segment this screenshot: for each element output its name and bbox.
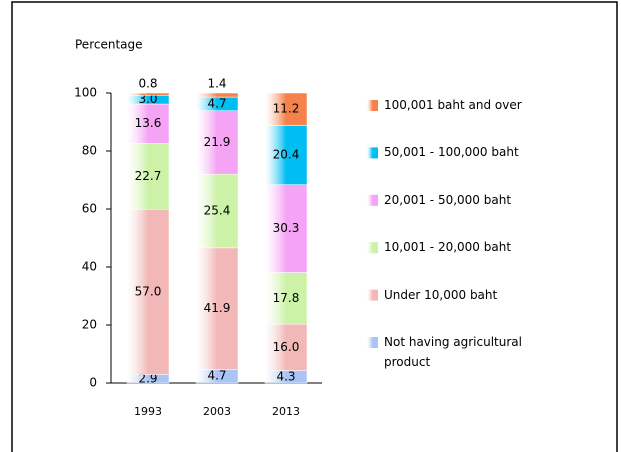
y-tick-label: 40	[82, 260, 97, 274]
legend-swatch	[367, 194, 378, 206]
data-label: 22.7	[135, 169, 162, 183]
legend-label: 10,001 - 20,000 baht	[384, 240, 512, 255]
data-label: 13.6	[135, 116, 162, 130]
data-label: 57.0	[135, 284, 162, 298]
y-tick-label: 20	[82, 318, 97, 332]
bar-segment	[264, 184, 308, 273]
data-label: 3.0	[138, 92, 157, 106]
bar-segment	[264, 125, 308, 185]
bar-segment	[264, 323, 308, 371]
y-tick-label: 0	[89, 376, 97, 390]
data-label: 41.9	[204, 301, 231, 315]
legend-label: 20,001 - 50,000 baht	[384, 192, 512, 207]
data-label: 20.4	[273, 148, 300, 162]
data-label: 11.2	[273, 102, 300, 116]
y-tick-label: 80	[82, 144, 97, 158]
y-tick-label: 60	[82, 202, 97, 216]
bar-segment	[195, 247, 239, 370]
bar-segment	[264, 272, 308, 325]
legend-label: 50,001 - 100,000 baht	[384, 145, 519, 160]
data-label: 4.7	[207, 369, 226, 383]
legend-label: Not having agricultural product	[384, 335, 522, 369]
y-axis-label: Percentage	[75, 38, 143, 52]
data-label: 0.8	[138, 77, 157, 91]
legend-swatch	[367, 242, 378, 254]
x-tick-label: 1993	[134, 405, 162, 418]
bar-segment	[126, 209, 170, 375]
legend-swatch	[367, 289, 378, 301]
data-label: 17.8	[273, 291, 300, 305]
x-tick-label: 2013	[272, 405, 300, 418]
y-tick-label: 100	[74, 86, 97, 100]
bar-segment	[264, 92, 308, 126]
data-label: 30.3	[273, 221, 300, 235]
legend-label: 100,001 baht and over	[384, 98, 522, 112]
data-label: 21.9	[204, 135, 231, 149]
bar-segment	[195, 92, 239, 98]
legend-swatch	[367, 337, 378, 348]
bar-segment	[126, 143, 170, 210]
bar-segment	[195, 110, 239, 175]
data-label: 4.3	[276, 369, 295, 383]
x-tick-label: 2003	[203, 405, 231, 418]
data-label: 1.4	[207, 77, 226, 91]
bar-segment	[126, 103, 170, 144]
legend-swatch	[367, 147, 378, 159]
frame	[11, 1, 618, 452]
bar-segment	[126, 92, 170, 96]
data-label: 25.4	[204, 204, 231, 218]
legend-swatch	[367, 100, 378, 111]
data-label: 16.0	[273, 340, 300, 354]
legend-label: Under 10,000 baht	[384, 287, 498, 302]
data-label: 4.7	[207, 96, 226, 110]
